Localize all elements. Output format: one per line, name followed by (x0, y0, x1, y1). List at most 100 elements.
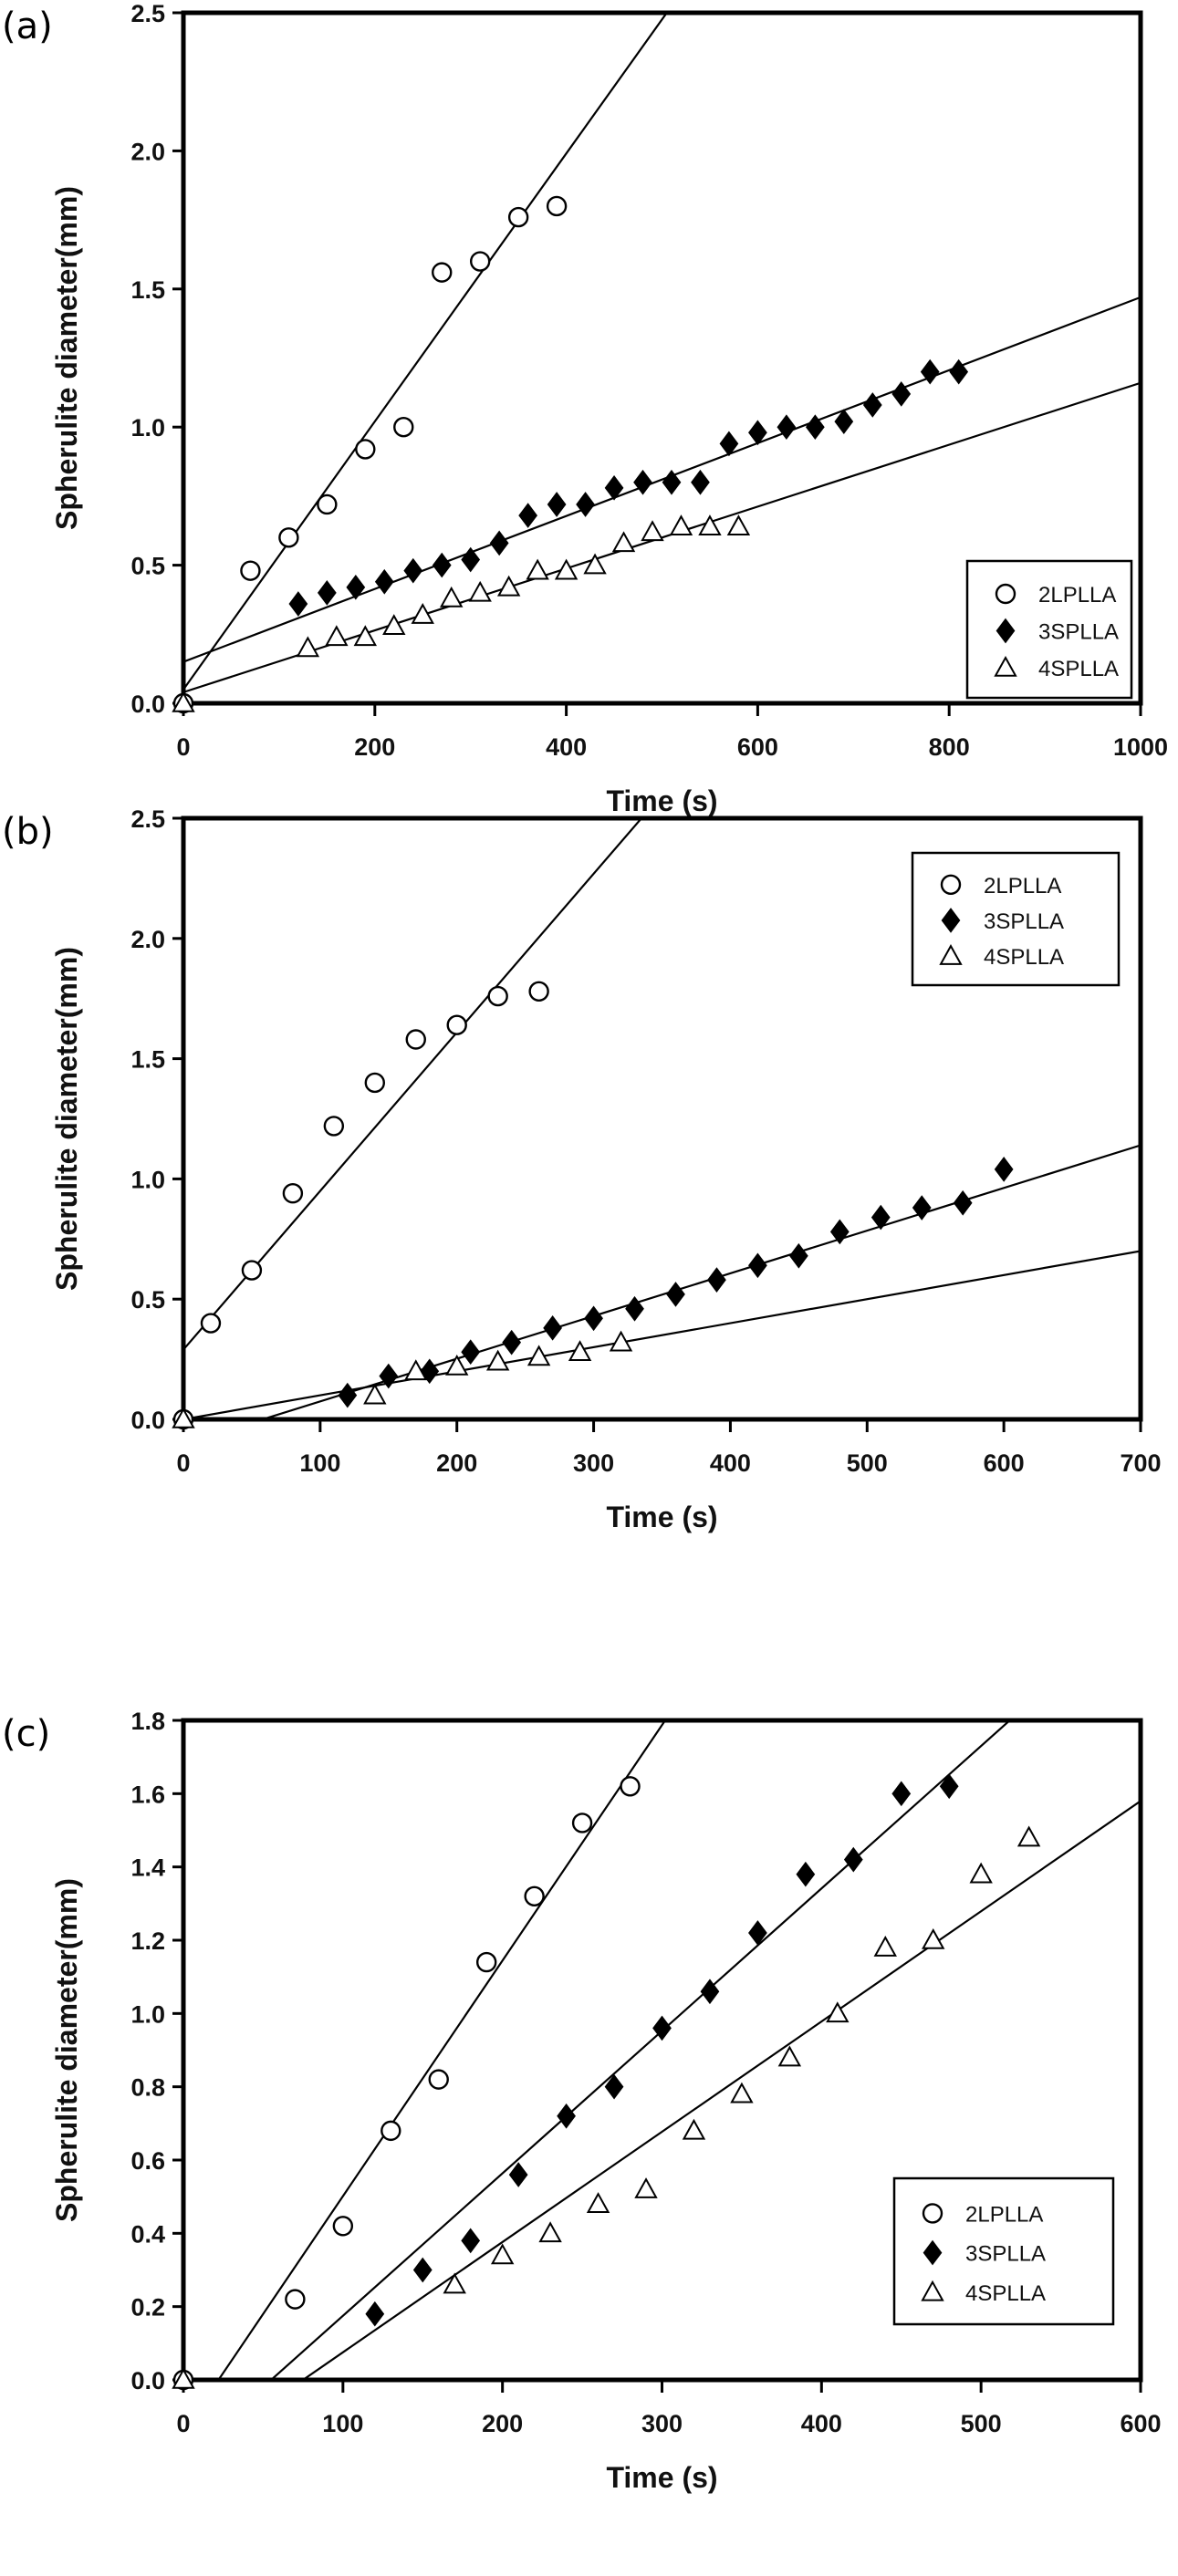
y-tick-label: 0.6 (130, 2147, 165, 2175)
data-point-2lplla (507, 206, 529, 228)
data-point-3splla (502, 1329, 522, 1356)
data-point-4splla (682, 2118, 706, 2140)
data-point-3splla (346, 574, 366, 600)
data-point-3splla (829, 1219, 850, 1245)
data-point-3splla (403, 557, 423, 584)
x-tick-label: 200 (482, 2410, 523, 2437)
data-point-3splla (365, 2301, 385, 2327)
panel-label: (c) (2, 1713, 50, 1755)
data-point-4splla (873, 1935, 897, 1957)
data-point-3splla (412, 2257, 433, 2283)
data-point-3splla (584, 1305, 603, 1332)
data-point-4splla (363, 1383, 387, 1405)
data-point-3splla (949, 358, 969, 385)
y-tick-label: 1.0 (130, 1166, 165, 1193)
y-tick-label: 0.0 (130, 691, 165, 718)
x-tick-label: 1000 (1113, 733, 1168, 761)
data-point-4splla (443, 2272, 466, 2294)
fit-line-4splla (183, 1250, 1141, 1419)
data-point-2lplla (405, 1029, 426, 1050)
data-point-3splla (374, 568, 394, 595)
data-point-4splla (404, 1359, 428, 1381)
data-point-2lplla (446, 1014, 467, 1035)
x-tick-label: 0 (176, 2410, 190, 2437)
y-tick-label: 0.0 (130, 1407, 165, 1434)
data-point-3splla (748, 1920, 767, 1946)
data-point-3splla (891, 381, 912, 407)
data-point-4splla (526, 1345, 551, 1366)
data-point-2lplla (332, 2216, 354, 2237)
legend: 2LPLLA 3SPLLA 4SPLLA (892, 2176, 1115, 2326)
legend-marker-3splla (996, 618, 1016, 644)
data-point-3splla (788, 1242, 808, 1269)
data-point-2lplla (282, 1183, 304, 1204)
data-point-2lplla (278, 527, 299, 548)
data-point-4splla (777, 2045, 802, 2067)
plot-frame (181, 10, 1143, 706)
data-point-3splla (652, 2015, 672, 2041)
legend-marker-2lplla (922, 2203, 943, 2224)
legend-marker-2lplla (995, 583, 1016, 605)
fit-line-2lplla (217, 1720, 667, 2380)
data-point-2lplla (524, 1885, 545, 1907)
fit-line-2lplla (183, 818, 643, 1351)
data-point-3splla (547, 492, 567, 517)
data-point-4splla (445, 1354, 469, 1376)
data-point-3splla (288, 591, 308, 617)
data-point-3splla (777, 414, 797, 441)
data-point-3splla (557, 2103, 576, 2129)
data-point-4splla (826, 2001, 850, 2023)
y-tick-label: 0.2 (130, 2294, 165, 2322)
x-tick-label: 800 (929, 733, 970, 761)
data-point-4splla (526, 558, 549, 580)
x-tick-label: 0 (176, 733, 190, 761)
data-point-4splla (411, 603, 434, 624)
legend-label: 2LPLLA (1038, 583, 1116, 608)
x-tick-label: 200 (354, 733, 395, 761)
data-point-4splla (296, 636, 320, 658)
data-point-3splla (432, 552, 452, 578)
data-point-4splla (583, 553, 607, 575)
data-point-2lplla (240, 560, 261, 581)
data-point-3splla (796, 1861, 816, 1887)
legend-label: 3SPLLA (1038, 620, 1119, 645)
y-tick-label: 1.2 (130, 1927, 165, 1955)
y-tick-label: 2.5 (130, 805, 165, 833)
data-point-2lplla (323, 1116, 345, 1137)
data-point-4splla (496, 575, 521, 597)
legend: 2LPLLA 3SPLLA 4SPLLA (965, 559, 1133, 700)
data-point-4splla (172, 1407, 195, 1428)
data-point-2lplla (393, 417, 414, 438)
data-point-3splla (604, 2073, 624, 2100)
x-tick-label: 200 (436, 1449, 477, 1477)
x-tick-label: 100 (299, 1449, 340, 1477)
data-point-3splla (870, 1204, 891, 1231)
legend-label: 4SPLLA (984, 945, 1064, 970)
data-point-2lplla (528, 981, 549, 1002)
y-tick-label: 0.0 (130, 2367, 165, 2394)
legend-label: 4SPLLA (965, 2281, 1046, 2306)
data-point-4splla (538, 2221, 562, 2243)
x-tick-label: 600 (1120, 2410, 1161, 2437)
data-point-2lplla (546, 195, 568, 217)
x-tick-label: 0 (176, 1449, 190, 1477)
data-point-3splla (662, 469, 682, 495)
data-point-4splla (669, 514, 693, 536)
fit-line-2lplla (183, 13, 669, 691)
legend-marker-2lplla (940, 874, 962, 895)
y-axis-title: Spherulite diameter(mm) (50, 1878, 83, 2222)
panel-label: (a) (2, 5, 53, 47)
data-point-2lplla (364, 1072, 385, 1094)
data-point-4splla (641, 520, 664, 542)
legend-marker-3splla (923, 2239, 943, 2266)
data-point-3splla (700, 1979, 720, 2005)
legend-marker-4splla (921, 2280, 944, 2301)
x-tick-label: 500 (847, 1449, 888, 1477)
data-point-2lplla (475, 1951, 497, 1973)
data-point-3splla (461, 1339, 481, 1366)
data-point-3splla (707, 1267, 726, 1293)
data-point-3splla (939, 1773, 959, 1800)
y-axis-title: Spherulite diameter(mm) (50, 186, 83, 530)
data-point-4splla (554, 558, 579, 580)
